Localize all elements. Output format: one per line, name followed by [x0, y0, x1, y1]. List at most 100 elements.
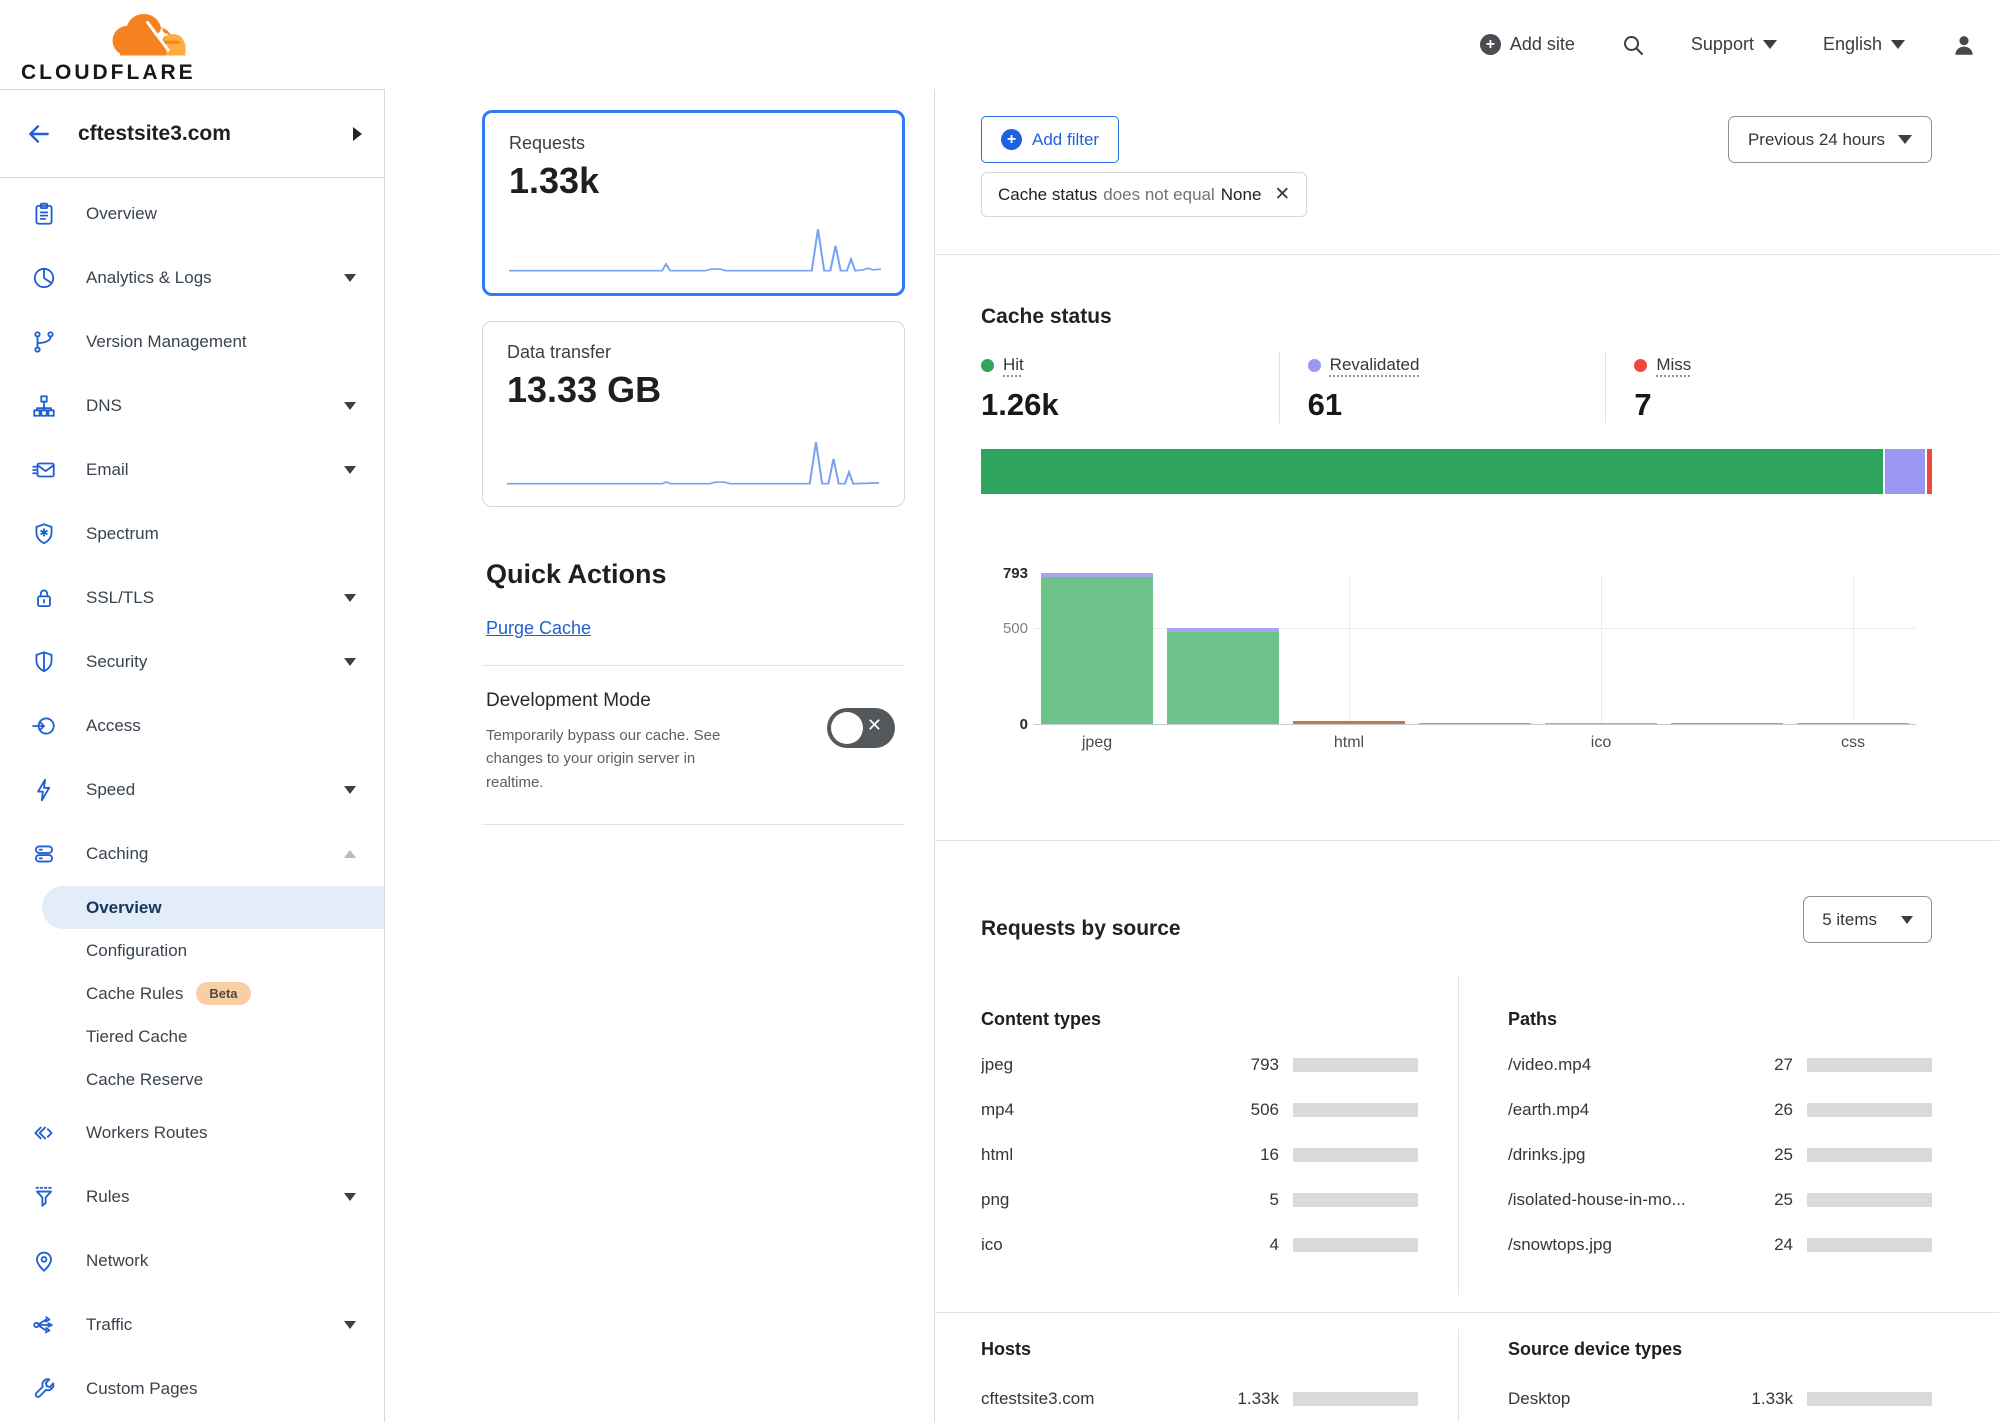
chart-bar-ico[interactable] [1538, 574, 1664, 724]
data-transfer-label: Data transfer [507, 342, 612, 362]
sidebar-item-spectrum[interactable]: Spectrum [0, 502, 384, 566]
language-menu[interactable]: English [1823, 34, 1905, 55]
chart-bar-other[interactable] [1664, 574, 1790, 724]
language-label: English [1822, 34, 1882, 54]
table-row[interactable]: /video.mp4 27 [1508, 1042, 1932, 1087]
chart-bar-png[interactable] [1412, 574, 1538, 724]
sidebar-item-overview[interactable]: Overview [0, 182, 384, 246]
beta-badge: Beta [196, 982, 251, 1005]
sidebar-item-label: Network [86, 1251, 149, 1270]
sidebar-item-custom-pages[interactable]: Custom Pages [0, 1357, 384, 1421]
support-menu[interactable]: Support [1691, 34, 1777, 55]
gridline [1601, 574, 1603, 724]
gridline [1348, 574, 1350, 724]
caching-submenu: Overview Configuration Cache Rules Beta … [0, 886, 384, 1101]
quick-actions-title: Quick Actions [486, 559, 667, 589]
hit-dot-icon [981, 358, 994, 372]
x-axis-label: ico [1590, 734, 1612, 751]
y-tick-zero: 0 [1019, 716, 1028, 733]
hosts-header: Hosts [981, 1339, 1032, 1359]
hit-label[interactable]: Hit [1003, 355, 1024, 374]
table-row[interactable]: /earth.mp4 26 [1508, 1087, 1932, 1132]
cloudflare-cloud-icon [105, 13, 187, 60]
account-menu[interactable] [1951, 32, 1977, 58]
row-bar [1293, 1057, 1418, 1072]
table-row[interactable]: /isolated-house-in-mo... 25 [1508, 1177, 1932, 1222]
chart-bar-css[interactable] [1790, 574, 1916, 724]
table-row[interactable]: cftestsite3.com 1.33k [981, 1376, 1418, 1421]
add-filter-label: Add filter [1032, 129, 1100, 149]
table-row[interactable]: ico 4 [981, 1222, 1418, 1267]
items-count-dropdown[interactable]: 5 items [1803, 896, 1932, 943]
requests-by-source-title: Requests by source [981, 917, 1181, 940]
row-label: /video.mp4 [1508, 1054, 1592, 1074]
revalidated-label[interactable]: Revalidated [1329, 355, 1420, 374]
table-row[interactable]: mp4 506 [981, 1087, 1418, 1132]
sidebar-item-network[interactable]: Network [0, 1229, 384, 1293]
chart-bar-mp4[interactable] [1160, 574, 1286, 724]
sidebar-item-speed[interactable]: Speed [0, 758, 384, 822]
shield-icon [30, 649, 57, 676]
row-label: jpeg [981, 1054, 1014, 1074]
cache-status-section: Cache status Hit 1.26k Revalidated 61 [935, 255, 1999, 841]
revalidated-dot-icon [1307, 358, 1321, 372]
items-count-label: 5 items [1822, 909, 1877, 929]
purge-cache-link[interactable]: Purge Cache [486, 618, 592, 638]
sidebar-item-dns[interactable]: DNS [0, 374, 384, 438]
table-row[interactable]: /snowtops.jpg 24 [1508, 1222, 1932, 1267]
sidebar-item-caching[interactable]: Caching [0, 822, 384, 886]
requests-by-source-section: Requests by source 5 items Content types… [935, 841, 1999, 1313]
development-mode-toggle[interactable]: ✕ [827, 708, 895, 748]
back-arrow-icon[interactable] [26, 121, 52, 147]
row-label: /snowtops.jpg [1508, 1234, 1612, 1254]
chevron-down-icon [344, 786, 356, 794]
chart-bar-jpeg[interactable] [1034, 573, 1160, 724]
table-row[interactable]: Desktop 1.33k [1508, 1376, 1932, 1421]
data-transfer-sparkline [507, 442, 879, 485]
funnel-icon [30, 1184, 57, 1211]
search-button[interactable] [1621, 33, 1645, 57]
remove-filter-icon[interactable]: ✕ [1274, 184, 1291, 205]
table-row[interactable]: html 16 [981, 1132, 1418, 1177]
bar-segment-hit [1418, 723, 1532, 724]
sidebar-item-access[interactable]: Access [0, 694, 384, 758]
sidebar-item-analytics-logs[interactable]: Analytics & Logs [0, 246, 384, 310]
subitem-label: Cache Reserve [86, 1069, 204, 1089]
sidebar-subitem-cache-rules[interactable]: Cache Rules Beta [42, 972, 384, 1015]
cache-status-title: Cache status [981, 305, 1112, 328]
sidebar-item-traffic[interactable]: Traffic [0, 1293, 384, 1357]
table-row[interactable]: png 5 [981, 1177, 1418, 1222]
chevron-right-icon[interactable] [353, 126, 362, 141]
sidebar-subitem-configuration[interactable]: Configuration [42, 929, 384, 972]
chevron-down-icon [344, 594, 356, 602]
column-divider [1458, 975, 1459, 1295]
sidebar-item-security[interactable]: Security [0, 630, 384, 694]
row-label: png [981, 1189, 1010, 1209]
row-value: 506 [1250, 1099, 1279, 1119]
cloudflare-logo[interactable]: CLOUDFLARE [21, 8, 193, 85]
y-tick-max: 793 [1002, 565, 1028, 582]
chart-bar-html[interactable] [1286, 574, 1412, 724]
add-site-button[interactable]: + Add site [1479, 34, 1575, 55]
miss-label[interactable]: Miss [1656, 355, 1692, 374]
subitem-label: Tiered Cache [86, 1026, 188, 1046]
time-range-dropdown[interactable]: Previous 24 hours [1727, 116, 1932, 163]
requests-metric-card[interactable]: Requests 1.33k [482, 110, 905, 296]
development-mode-title: Development Mode [486, 690, 651, 711]
sidebar-item-email[interactable]: Email [0, 438, 384, 502]
sidebar-subitem-overview[interactable]: Overview [42, 886, 384, 929]
sidebar-item-ssl-tls[interactable]: SSL/TLS [0, 566, 384, 630]
sidebar-subitem-cache-reserve[interactable]: Cache Reserve [42, 1058, 384, 1101]
bar-segment-hit [1166, 631, 1280, 724]
sidebar-item-rules[interactable]: Rules [0, 1165, 384, 1229]
sidebar-subitem-tiered-cache[interactable]: Tiered Cache [42, 1015, 384, 1058]
table-row[interactable]: /drinks.jpg 25 [1508, 1132, 1932, 1177]
support-label: Support [1690, 34, 1754, 54]
table-row[interactable]: jpeg 793 [981, 1042, 1418, 1087]
sidebar-item-version-management[interactable]: Version Management [0, 310, 384, 374]
add-filter-button[interactable]: + Add filter [981, 116, 1120, 163]
chevron-down-icon [344, 466, 356, 474]
development-mode-description: Temporarily bypass our cache. See change… [486, 727, 721, 791]
data-transfer-metric-card[interactable]: Data transfer 13.33 GB [482, 321, 905, 507]
sidebar-item-workers-routes[interactable]: Workers Routes [0, 1101, 384, 1165]
